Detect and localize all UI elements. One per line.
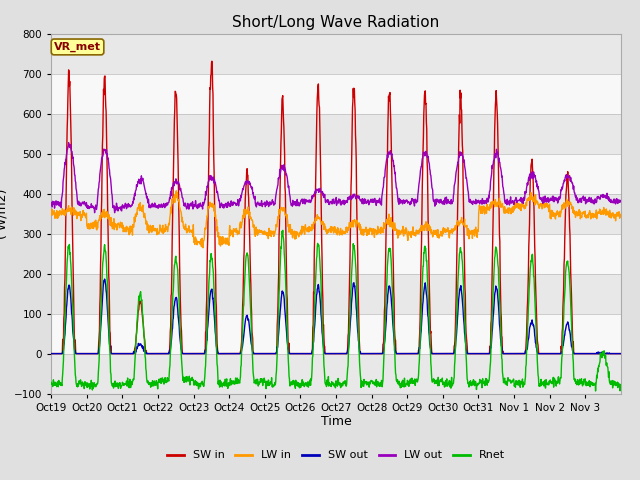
Line: Rnet: Rnet <box>51 230 621 391</box>
LW out <box>47 200 55 205</box>
Bar <box>51 234 621 274</box>
Bar <box>51 73 621 114</box>
LW out <box>555 198 563 204</box>
Line: LW in: LW in <box>51 191 621 248</box>
Bar <box>51 274 621 313</box>
LW in <box>199 245 207 251</box>
Rnet <box>471 383 479 389</box>
SW in <box>47 351 55 357</box>
SW out <box>554 351 562 357</box>
LW in <box>47 210 55 216</box>
Bar <box>51 114 621 154</box>
Line: LW out: LW out <box>51 143 621 213</box>
Rnet <box>554 375 562 381</box>
SW in <box>617 351 625 357</box>
SW out <box>471 351 479 357</box>
LW out <box>65 140 72 145</box>
LW in <box>172 188 180 194</box>
LW in <box>617 212 625 217</box>
LW in <box>311 220 319 226</box>
SW out <box>100 276 108 282</box>
Rnet <box>279 228 287 233</box>
SW in <box>610 351 618 357</box>
SW out <box>617 351 625 357</box>
Text: VR_met: VR_met <box>54 42 101 52</box>
Rnet <box>617 383 625 388</box>
Bar <box>51 354 621 394</box>
SW out <box>321 351 329 357</box>
Rnet <box>611 381 618 386</box>
Bar <box>51 154 621 193</box>
Rnet <box>592 388 600 394</box>
Legend: SW in, LW in, SW out, LW out, Rnet: SW in, LW in, SW out, LW out, Rnet <box>163 446 509 465</box>
Title: Short/Long Wave Radiation: Short/Long Wave Radiation <box>232 15 440 30</box>
LW out <box>471 199 479 204</box>
SW out <box>47 351 55 357</box>
SW in <box>471 351 479 357</box>
SW in <box>208 59 216 64</box>
Rnet <box>136 290 144 296</box>
SW out <box>610 351 618 357</box>
SW out <box>311 323 319 328</box>
Y-axis label: ( W/m2): ( W/m2) <box>0 189 8 239</box>
Rnet <box>321 381 329 387</box>
SW out <box>137 341 145 347</box>
Line: SW in: SW in <box>51 61 621 354</box>
SW in <box>311 235 319 241</box>
SW in <box>136 300 144 305</box>
Bar <box>51 313 621 354</box>
LW in <box>322 228 330 234</box>
LW in <box>555 209 563 215</box>
LW out <box>137 181 145 187</box>
LW in <box>471 228 479 234</box>
LW in <box>611 216 618 221</box>
LW out <box>311 189 319 194</box>
LW out <box>611 200 618 206</box>
SW in <box>321 351 329 357</box>
LW out <box>322 200 330 205</box>
Rnet <box>311 301 319 307</box>
Rnet <box>47 380 55 385</box>
SW in <box>554 351 562 357</box>
Bar <box>51 193 621 234</box>
Line: SW out: SW out <box>51 279 621 354</box>
LW in <box>136 200 144 205</box>
Bar <box>51 34 621 73</box>
X-axis label: Time: Time <box>321 415 351 429</box>
LW out <box>111 210 118 216</box>
LW out <box>617 198 625 204</box>
